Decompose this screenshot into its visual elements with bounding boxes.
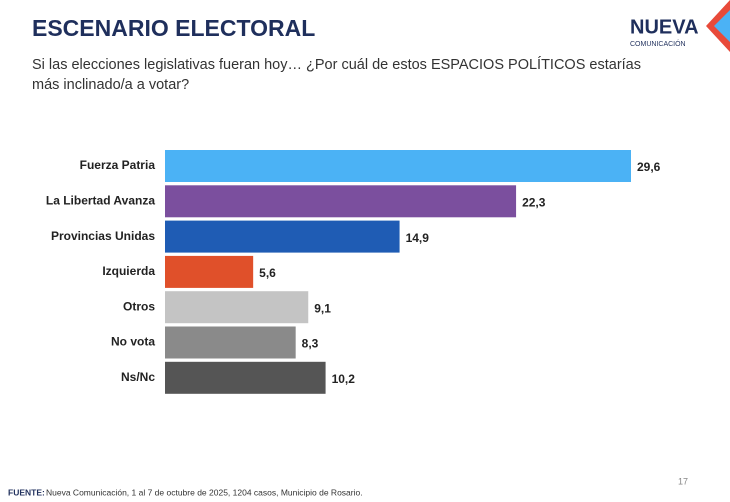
value-label: 14,9 xyxy=(406,231,430,245)
value-label: 29,6 xyxy=(637,160,661,174)
category-label: Fuerza Patria xyxy=(80,158,156,172)
source-text: Nueva Comunicación, 1 al 7 de octubre de… xyxy=(46,487,363,497)
slide-title: ESCENARIO ELECTORAL xyxy=(32,15,315,41)
value-label: 9,1 xyxy=(314,301,331,315)
logo-text: NUEVA xyxy=(630,16,699,38)
question-box: Si las elecciones legislativas fueran ho… xyxy=(32,57,641,93)
logo-diamond xyxy=(706,0,730,52)
bar xyxy=(165,255,254,288)
bar-chart: Fuerza Patria 29,6 La Libertad Avanza 22,3 P… xyxy=(46,150,661,394)
value-label: 5,6 xyxy=(259,266,276,280)
chart-question: Si las elecciones legislativas fueran ho… xyxy=(32,57,641,93)
logo-shape xyxy=(714,10,730,42)
category-label: Izquierda xyxy=(102,264,155,278)
category-label: Ns/Nc xyxy=(121,370,155,384)
value-label: 22,3 xyxy=(522,195,546,209)
bar xyxy=(165,185,517,218)
bar xyxy=(165,150,631,182)
value-label: 8,3 xyxy=(302,337,319,351)
bar xyxy=(165,291,309,324)
category-label: No vota xyxy=(111,335,155,349)
source-label: FUENTE: xyxy=(8,487,45,497)
logo-subtext: COMUNICACIÓN xyxy=(630,39,686,48)
value-label: 10,2 xyxy=(332,372,356,386)
bar xyxy=(165,326,296,359)
category-label: La Libertad Avanza xyxy=(46,193,155,207)
page-number: 17 xyxy=(678,476,688,486)
category-label: Provincias Unidas xyxy=(51,229,155,243)
bar xyxy=(165,361,326,394)
bar xyxy=(165,220,400,253)
category-label: Otros xyxy=(123,299,155,313)
